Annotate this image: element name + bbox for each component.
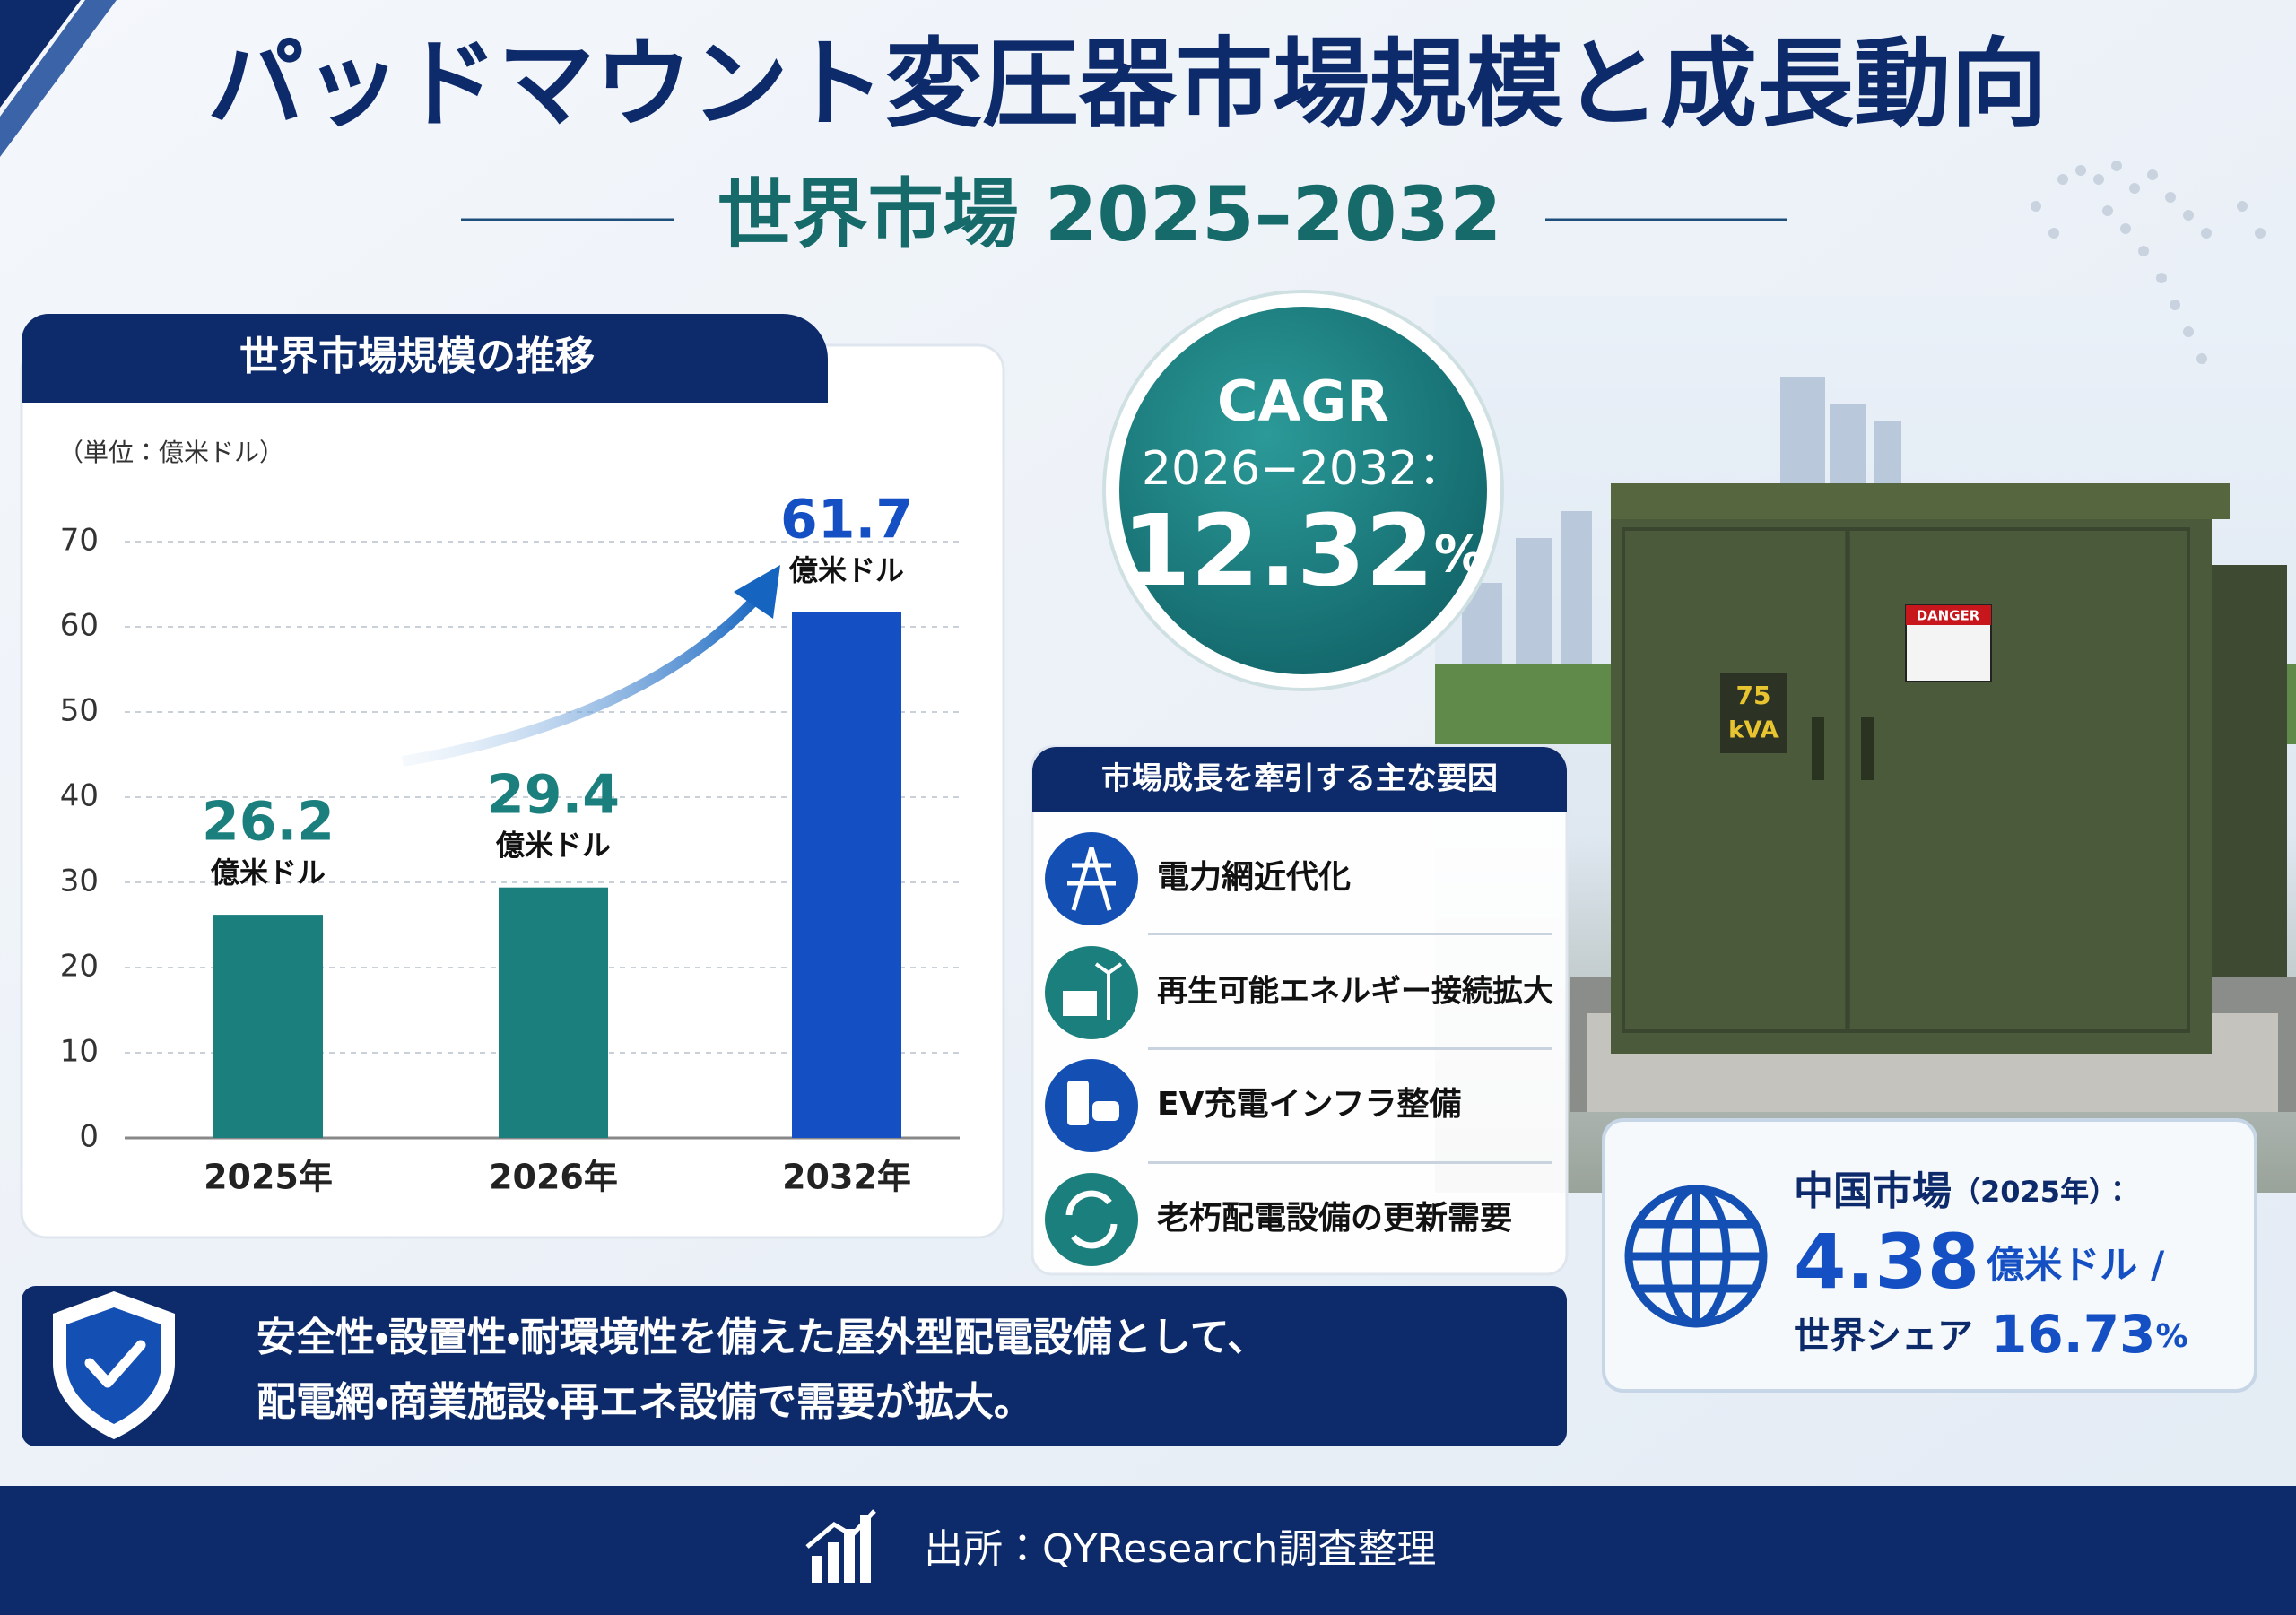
chart-title: 世界市場規模の推移	[239, 334, 595, 379]
china-box	[1602, 1118, 2257, 1393]
rating-plate	[1720, 673, 1787, 753]
drivers-header	[1032, 747, 1567, 812]
value-unit: 億米ドル	[495, 829, 611, 863]
handle	[1861, 717, 1874, 780]
source-icon	[805, 1509, 876, 1583]
plot: 0102030405060702025年26.2億米ドル2026年29.4億米ド…	[60, 488, 960, 1197]
y-tick-label: 30	[60, 864, 99, 899]
china-unit: 億米ドル /	[1986, 1243, 2165, 1287]
y-tick-label: 20	[60, 949, 99, 985]
bar	[792, 612, 901, 1138]
china-share-unit: %	[2155, 1318, 2187, 1355]
bar	[499, 887, 608, 1138]
transformer-roof	[1611, 483, 2230, 519]
check-icon	[84, 1340, 146, 1388]
y-tick-label: 40	[60, 778, 99, 814]
china-share-line: 世界シェア 16.73%	[1794, 1304, 2188, 1365]
world-map	[2031, 161, 2266, 364]
driver-icons	[1045, 832, 1138, 1266]
x-tick-label: 2026年	[489, 1158, 618, 1197]
transformer-body	[1611, 498, 2212, 1054]
corner-accent	[0, 0, 81, 108]
cagr-value: 12.32%	[1122, 493, 1484, 608]
note-line: 安全性・設置性・耐環境性を備えた屋外型配電設備として、	[257, 1315, 1266, 1360]
cagr-unit: %	[1434, 525, 1484, 584]
transformer-door	[1846, 527, 2190, 1033]
unit-label: （単位：億米ドル）	[58, 438, 284, 467]
driver-item: 老朽配電設備の更新需要	[1157, 1200, 1512, 1237]
drivers-title: 市場成長を牽引する主な要因	[1101, 761, 1498, 797]
cagr-period: 2026−2032：	[1142, 442, 1465, 496]
danger-sign-band	[1906, 605, 1991, 625]
x-tick-label: 2025年	[204, 1158, 333, 1197]
bar	[213, 915, 323, 1138]
chart-header	[22, 314, 828, 403]
page-title: パッドマウント変圧器市場規模と成長動向	[207, 29, 2048, 141]
driver-dividers	[1148, 933, 1552, 1164]
shield-inner	[66, 1307, 161, 1424]
growth-arrow	[401, 587, 767, 767]
source: 出所：QYResearch調査整理	[924, 1526, 1436, 1572]
driver-item: EV充電インフラ整備	[1157, 1086, 1461, 1123]
china-year: （2025年）：	[1952, 1175, 2132, 1209]
driver-item: 再生可能エネルギー接続拡大	[1157, 974, 1553, 1010]
china-share-label: 世界シェア	[1794, 1315, 1973, 1357]
y-tick-label: 50	[60, 693, 99, 729]
rating-unit: kVA	[1728, 717, 1779, 744]
value-label: 61.7	[780, 488, 913, 551]
danger-sign-text: DANGER	[1917, 608, 1980, 624]
corner-accent	[0, 0, 117, 157]
china-share: 16.73	[1991, 1304, 2155, 1365]
note-band	[22, 1286, 1567, 1446]
y-tick-label: 10	[60, 1034, 99, 1070]
china-title-line: 中国市場（2025年）：	[1794, 1168, 2132, 1214]
note-line: 配電網・商業施設・再エネ設備で需要が拡大。	[257, 1379, 1033, 1425]
china-value: 4.38	[1794, 1218, 1979, 1306]
driver-item: 電力網近代化	[1157, 859, 1351, 896]
value-label: 29.4	[487, 763, 620, 826]
china-title: 中国市場	[1794, 1168, 1952, 1214]
cagr-number: 12.32	[1122, 493, 1434, 608]
china-value-line: 4.38 億米ドル /	[1794, 1218, 2165, 1306]
value-unit: 億米ドル	[210, 855, 326, 890]
footer	[0, 1486, 2296, 1615]
handle	[1812, 717, 1824, 780]
y-tick-label: 70	[60, 523, 99, 559]
value-unit: 億米ドル	[788, 553, 904, 587]
x-tick-label: 2032年	[782, 1158, 911, 1197]
cagr-badge	[1119, 307, 1487, 674]
cagr-label: CAGR	[1217, 369, 1389, 434]
y-tick-label: 60	[60, 608, 99, 644]
y-tick-label: 0	[79, 1119, 99, 1155]
growth-arrow-head	[734, 565, 780, 619]
globe-icon	[1624, 1185, 1768, 1328]
page-subtitle: 世界市場 2025–2032	[718, 170, 1502, 258]
value-label: 26.2	[202, 791, 335, 854]
rating: 75	[1736, 681, 1771, 710]
